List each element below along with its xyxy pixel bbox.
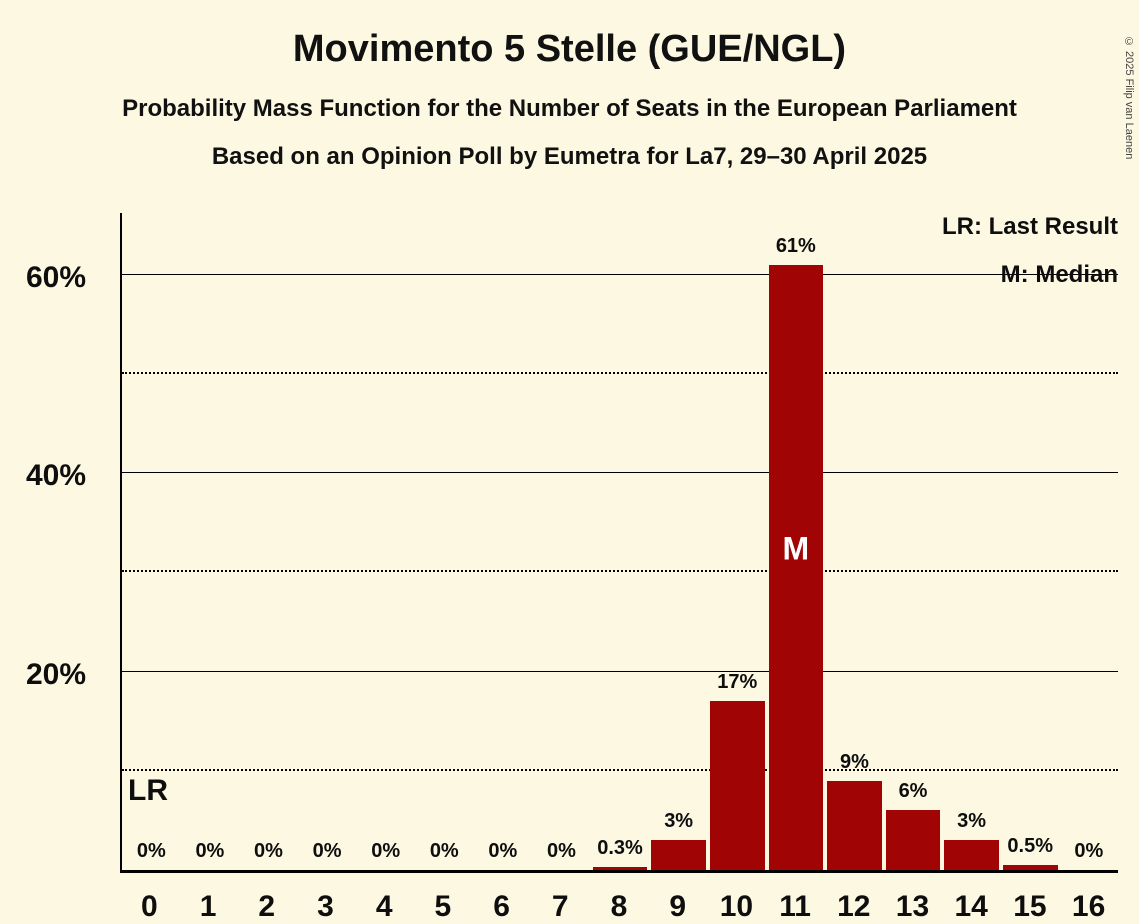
- bar: M: [768, 264, 824, 870]
- x-tick-label: 2: [258, 890, 276, 923]
- x-tick-label: 10: [719, 890, 754, 923]
- bar-slot: 6%: [884, 213, 943, 870]
- bar-value-label: 61%: [775, 234, 816, 257]
- bar-value-label: 0%: [488, 840, 518, 862]
- bar-slot: 3%: [649, 213, 708, 870]
- bar-slot: 0%: [1060, 213, 1119, 870]
- bar-slot: 0.3%: [591, 213, 650, 870]
- x-tick-label: 14: [954, 890, 988, 923]
- bar-slot: 0%: [532, 213, 591, 870]
- x-tick-label: 1: [199, 890, 217, 923]
- last-result-marker: LR: [128, 774, 168, 807]
- bar-slot: 0.5%: [1001, 213, 1060, 870]
- bar-value-label: 0%: [136, 840, 166, 862]
- x-axis-labels: 0 1 2 3 4 5 6 7 8 9 10 11 12 13 14 15 16: [120, 890, 1118, 924]
- x-tick-label: 0: [141, 890, 158, 923]
- bar: [651, 840, 706, 870]
- bar-slot: 17%: [708, 213, 767, 870]
- bar-slot: 0%: [239, 213, 298, 870]
- legend-last-result: LR: Last Result: [941, 213, 1118, 240]
- bar: [944, 840, 999, 870]
- bar-value-label: 0%: [195, 840, 225, 862]
- bar-value-label: 0%: [371, 840, 401, 862]
- chart-subtitle-source: Based on an Opinion Poll by Eumetra for …: [211, 143, 928, 170]
- bar-slot: 61% M: [767, 213, 826, 870]
- bar-value-label: 3%: [664, 810, 694, 833]
- x-tick-label: 11: [779, 890, 811, 923]
- bar-slot: 3%: [942, 213, 1001, 870]
- bar-slot: 0%: [415, 213, 474, 870]
- bar-slot: 0%: [356, 213, 415, 870]
- bar-value-label: 0.5%: [1007, 835, 1053, 858]
- bar-value-label: 0%: [254, 840, 283, 862]
- legend: LR: Last Result M: Median: [942, 213, 1118, 289]
- x-tick-label: 5: [434, 890, 452, 923]
- x-tick-label: 13: [895, 890, 930, 923]
- y-tick-label: 40%: [26, 459, 87, 493]
- x-tick-label: 6: [493, 890, 510, 923]
- bar-value-label: 0.3%: [597, 837, 643, 860]
- legend-median: M: Median: [1000, 261, 1118, 288]
- chart-subtitle: Probability Mass Function for the Number…: [122, 95, 1017, 122]
- bar-value-label: 0%: [547, 840, 576, 862]
- y-axis-labels: 20% 40% 60%: [26, 213, 116, 873]
- x-tick-label: 8: [610, 890, 628, 923]
- bar-slot: 0%: [181, 213, 240, 870]
- bar: [709, 701, 765, 870]
- x-tick-label: 9: [669, 890, 687, 923]
- chart-title: Movimento 5 Stelle (GUE/NGL): [292, 28, 847, 70]
- bar-slot: 9%: [825, 213, 884, 870]
- bar-slot: 0%: [474, 213, 533, 870]
- gridline-solid: [122, 670, 1118, 672]
- x-tick-label: 15: [1013, 890, 1047, 923]
- bar-value-label: 9%: [839, 750, 869, 773]
- bar-value-label: 0%: [312, 840, 342, 862]
- x-tick-label: 4: [375, 890, 393, 923]
- gridline-solid: [122, 472, 1118, 474]
- bar-value-label: 3%: [957, 810, 987, 833]
- x-tick-label: 7: [551, 890, 569, 923]
- bars-container: 0% 0% 0% 0% 0% 0% 0% 0% 0.3% 3% 17% 61% M 9% 6% 3% 0.5% 0…: [122, 213, 1118, 870]
- chart-page: { "title": "Movimento 5 Stelle (GUE/NGL)…: [0, 28, 1139, 924]
- bar-value-label: 17%: [717, 671, 758, 694]
- y-tick-label: 20%: [26, 657, 87, 691]
- bar-value-label: 0%: [429, 840, 459, 862]
- y-tick-label: 60%: [26, 260, 87, 294]
- gridline-dotted: [122, 768, 1118, 771]
- bar: [885, 810, 941, 870]
- bar: [1002, 865, 1058, 870]
- bar-slot: 0%: [298, 213, 357, 870]
- gridline-solid: [122, 273, 1118, 275]
- x-tick-label: 16: [1071, 890, 1106, 923]
- median-marker: M: [782, 530, 810, 567]
- gridline-dotted: [122, 371, 1118, 374]
- bar-value-label: 6%: [898, 780, 928, 803]
- bar-value-label: 0%: [1074, 840, 1104, 862]
- x-tick-label: 12: [837, 890, 871, 923]
- bar: [827, 780, 882, 870]
- chart-header: Movimento 5 Stelle (GUE/NGL) Probability…: [0, 28, 1139, 171]
- plot-area: LR: Last Result M: Median LR 0% 0% 0% 0% 0% 0…: [120, 213, 1118, 873]
- x-tick-label: 3: [317, 890, 334, 923]
- gridline-dotted: [122, 570, 1118, 573]
- bar: [592, 867, 648, 870]
- bar-slot: 0%: [122, 213, 181, 870]
- copyright-notice: © 2025 Filip van Laenen: [1123, 36, 1135, 160]
